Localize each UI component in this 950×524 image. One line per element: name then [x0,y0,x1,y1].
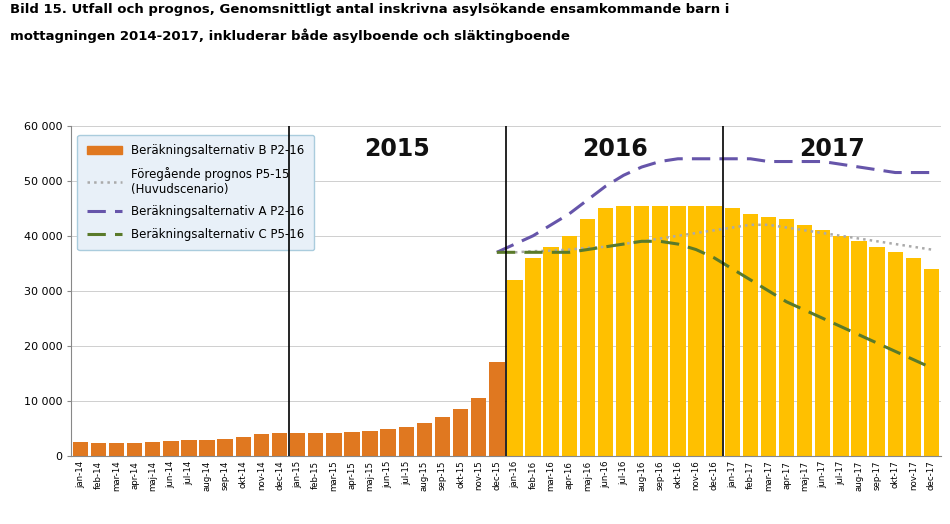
Bar [725,208,740,456]
Bar [923,269,940,456]
Bar [272,433,287,456]
Text: 2014: 2014 [147,137,213,161]
Bar [72,442,88,456]
Bar [887,253,902,456]
Text: 2016: 2016 [581,137,647,161]
Bar [797,225,812,456]
Bar [652,205,668,456]
Bar [507,280,522,456]
Bar [761,216,776,456]
Bar [561,236,577,456]
Legend: Beräkningsalternativ B P2-16, Föregående prognos P5-15
(Huvudscenario), Beräknin: Beräkningsalternativ B P2-16, Föregående… [77,135,314,250]
Bar [200,440,215,456]
Bar [145,442,161,456]
Text: Bild 15. Utfall och prognos, Genomsnittligt antal inskrivna asylsökande ensamkom: Bild 15. Utfall och prognos, Genomsnittl… [10,3,729,16]
Bar [779,219,794,456]
Bar [181,441,197,456]
Bar [218,439,233,456]
Bar [417,423,432,456]
Bar [743,214,758,456]
Bar [543,247,559,456]
Bar [598,208,613,456]
Bar [616,205,632,456]
Bar [109,443,124,456]
Bar [380,430,396,456]
Bar [399,427,414,456]
Bar [634,205,650,456]
Bar [254,434,269,456]
Bar [90,443,106,456]
Bar [869,247,884,456]
Bar [670,205,686,456]
Bar [580,219,595,456]
Bar [435,417,450,456]
Text: 2017: 2017 [799,137,864,161]
Bar [453,409,468,456]
Bar [689,205,704,456]
Text: mottagningen 2014-2017, inkluderar både asylboende och släktingboende: mottagningen 2014-2017, inkluderar både … [10,29,569,43]
Bar [290,433,305,456]
Bar [815,231,830,456]
Bar [707,205,722,456]
Bar [236,436,251,456]
Bar [471,398,486,456]
Text: 2015: 2015 [365,137,430,161]
Bar [489,363,504,456]
Bar [326,433,342,456]
Bar [833,236,848,456]
Bar [362,431,378,456]
Bar [525,258,541,456]
Bar [851,241,866,456]
Bar [905,258,921,456]
Bar [308,433,323,456]
Bar [163,441,179,456]
Bar [344,432,360,456]
Bar [127,443,142,456]
